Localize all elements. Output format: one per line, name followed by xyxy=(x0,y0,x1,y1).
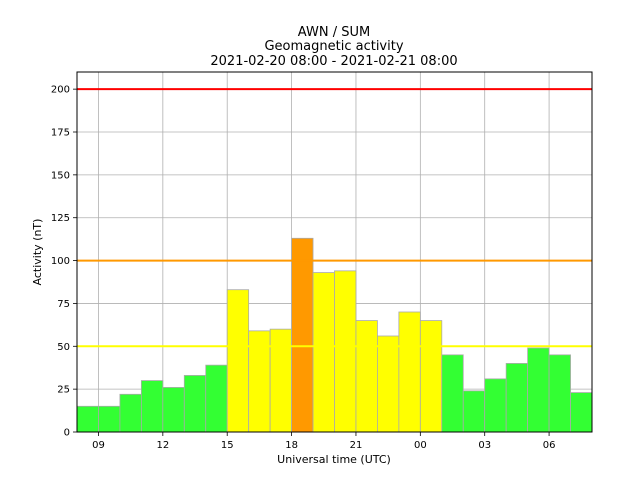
x-tick-label: 12 xyxy=(156,440,169,451)
activity-bar xyxy=(291,237,314,433)
bars xyxy=(76,237,593,433)
y-tick-label: 125 xyxy=(51,213,70,224)
y-tick-label: 175 xyxy=(51,128,70,139)
activity-bar xyxy=(226,289,250,433)
y-tick-label: 100 xyxy=(51,256,70,267)
activity-bar xyxy=(355,320,378,433)
activity-bar xyxy=(269,328,292,433)
activity-bar xyxy=(76,405,99,433)
activity-bar xyxy=(312,272,335,433)
y-tick-label: 200 xyxy=(51,85,70,96)
activity-bar xyxy=(441,354,464,433)
y-tick-label: 0 xyxy=(64,428,70,439)
activity-bar xyxy=(119,393,142,433)
threshold-lines xyxy=(77,88,592,348)
x-tick-label: 00 xyxy=(414,440,427,451)
activity-bar xyxy=(377,335,400,433)
chart-title-line-1: AWN / SUM xyxy=(298,25,370,40)
activity-bar xyxy=(462,390,486,433)
activity-bar xyxy=(205,364,228,433)
x-tick-label: 03 xyxy=(478,440,491,451)
x-tick-label: 21 xyxy=(350,440,363,451)
x-axis-label: Universal time (UTC) xyxy=(277,453,391,466)
x-tick-label: 06 xyxy=(543,440,556,451)
chart-title-line-3: 2021-02-20 08:00 - 2021-02-21 08:00 xyxy=(210,54,457,69)
activity-bar xyxy=(570,392,593,433)
plot-area-frame xyxy=(76,71,593,433)
y-tick-label: 50 xyxy=(57,342,70,353)
y-axis-label: Activity (nT) xyxy=(31,219,44,286)
activity-bar xyxy=(484,378,507,433)
activity-bar xyxy=(334,270,357,433)
y-axis-ticks: 0 25 50 75 100 125 150 175 200 xyxy=(51,85,77,439)
activity-bar xyxy=(419,320,443,433)
y-tick-label: 25 xyxy=(57,385,70,396)
y-tick-label: 150 xyxy=(51,170,70,181)
chart-title-line-2: Geomagnetic activity xyxy=(264,39,403,54)
activity-bar xyxy=(398,311,421,433)
x-tick-label: 09 xyxy=(92,440,105,451)
x-tick-label: 15 xyxy=(221,440,234,451)
activity-bar xyxy=(98,405,121,433)
activity-bar xyxy=(527,347,550,433)
x-tick-label: 18 xyxy=(285,440,298,451)
activity-bar xyxy=(140,380,164,433)
y-tick-label: 75 xyxy=(57,299,70,310)
activity-bar xyxy=(183,375,207,433)
x-axis-ticks: 09 12 15 18 21 00 03 06 xyxy=(92,432,555,451)
activity-bar xyxy=(505,363,529,433)
activity-bar xyxy=(548,354,571,433)
activity-bar xyxy=(162,387,185,433)
